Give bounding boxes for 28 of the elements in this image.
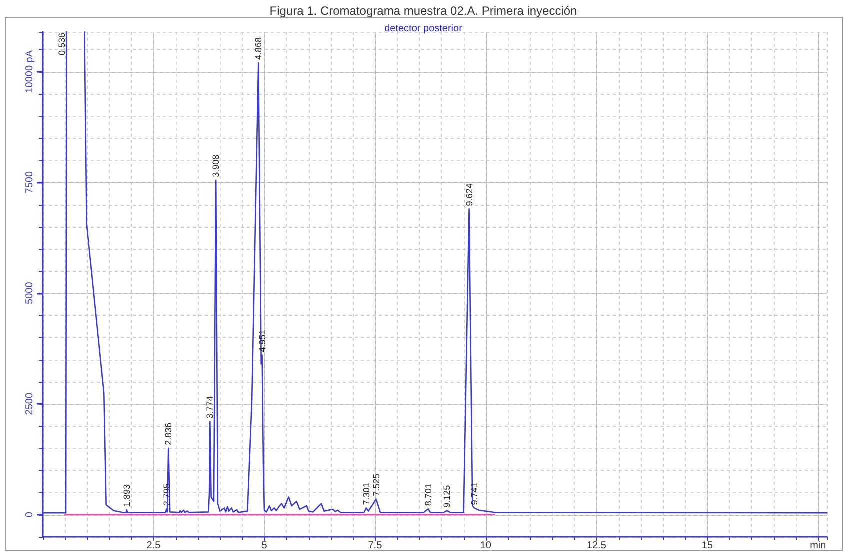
- annotation: 1.893: [122, 484, 132, 507]
- y-tick-label: 0: [24, 512, 36, 518]
- annotation: 8.701: [423, 484, 434, 506]
- x-tick-label: 2.5: [146, 540, 162, 552]
- x-tick-label: min: [810, 540, 826, 552]
- x-tick-label: 15: [702, 540, 714, 552]
- annotation: 7.301: [361, 482, 372, 506]
- x-tick-label: 7.5: [368, 540, 383, 552]
- annotation: 9.624: [464, 184, 474, 206]
- annotation: 7.525: [371, 474, 382, 496]
- annotation: 4.868: [254, 37, 264, 60]
- annotation: 3.908: [211, 154, 222, 178]
- annotation: 4.951: [257, 330, 268, 352]
- annotation: 3.774: [205, 396, 216, 419]
- y-tick-label: 2500: [24, 392, 36, 416]
- x-tick-label: 5: [262, 540, 268, 552]
- y-tick-label: 7500: [24, 171, 36, 194]
- annotation: 2.836: [164, 422, 174, 446]
- annotation: 2.795: [162, 484, 172, 506]
- annotation: 0.536: [57, 32, 68, 56]
- y-tick-label: 5000: [24, 282, 36, 304]
- x-tick-label: 12.5: [586, 540, 607, 552]
- y-tick-label: 10000 pA: [24, 50, 36, 94]
- annotation: 9.125: [442, 485, 452, 508]
- x-tick-label: 10: [480, 540, 492, 552]
- chart-subtitle: detector posterior: [384, 24, 464, 34]
- annotation: 9.741: [469, 482, 480, 506]
- chart-title: Figura 1. Cromatograma muestra 02.A. Primera inyección: [270, 4, 578, 18]
